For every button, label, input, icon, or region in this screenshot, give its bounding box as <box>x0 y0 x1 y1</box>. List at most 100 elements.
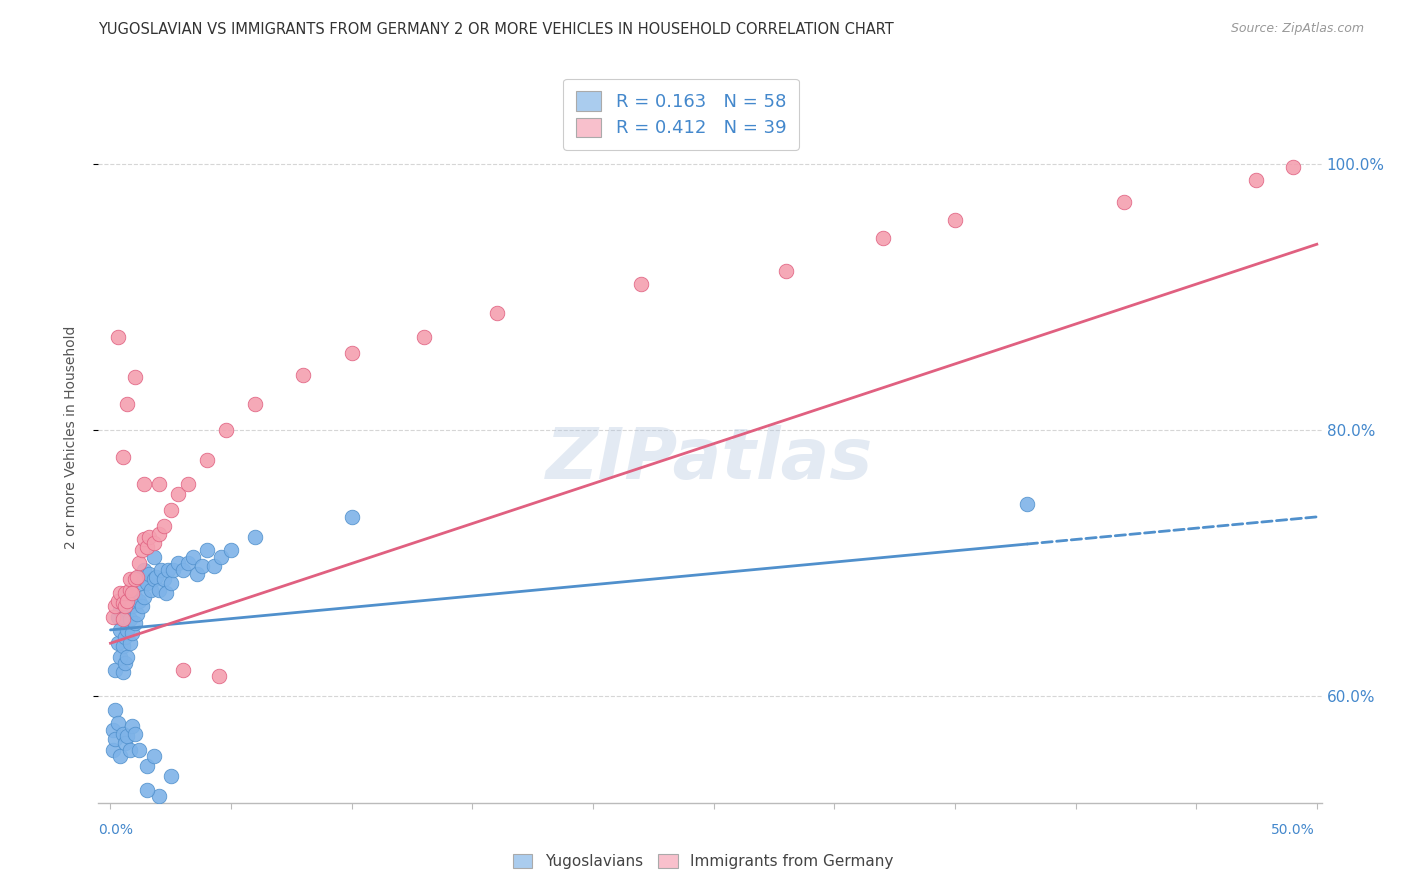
Point <box>943 213 966 227</box>
Point <box>292 368 315 382</box>
Point <box>176 557 198 571</box>
Point <box>114 630 136 644</box>
Point <box>124 616 146 631</box>
Point <box>181 549 204 564</box>
Point <box>148 527 170 541</box>
Point <box>134 476 156 491</box>
Point <box>117 397 139 411</box>
Point <box>167 557 190 571</box>
Point <box>101 742 124 756</box>
Point <box>118 636 141 650</box>
Point <box>117 585 139 599</box>
Point <box>1246 173 1268 187</box>
Point <box>142 749 165 764</box>
Text: YUGOSLAVIAN VS IMMIGRANTS FROM GERMANY 2 OR MORE VEHICLES IN HOUSEHOLD CORRELATI: YUGOSLAVIAN VS IMMIGRANTS FROM GERMANY 2… <box>98 22 894 37</box>
Point <box>108 623 131 637</box>
Point <box>775 264 797 278</box>
Point <box>176 476 198 491</box>
Point <box>138 567 160 582</box>
Point <box>1281 160 1303 174</box>
Point <box>111 450 134 464</box>
Point <box>138 530 160 544</box>
Text: 50.0%: 50.0% <box>1271 823 1315 837</box>
Point <box>131 543 153 558</box>
Point <box>131 576 153 591</box>
Point <box>219 543 242 558</box>
Point <box>107 593 129 607</box>
Point <box>124 370 146 384</box>
Point <box>108 603 131 617</box>
Point <box>485 306 508 320</box>
Point <box>118 582 141 597</box>
Point <box>114 736 136 750</box>
Point <box>118 573 141 587</box>
Point <box>195 452 218 467</box>
Point <box>208 669 231 683</box>
Point <box>121 599 143 613</box>
Point <box>872 230 894 244</box>
Point <box>186 567 208 582</box>
Point <box>124 590 146 604</box>
Point <box>111 609 134 624</box>
Point <box>117 593 139 607</box>
Point <box>245 397 267 411</box>
Point <box>108 649 131 664</box>
Point <box>157 563 180 577</box>
Point <box>148 789 170 804</box>
Point <box>121 719 143 733</box>
Point <box>630 277 652 292</box>
Point <box>211 549 233 564</box>
Point <box>118 742 141 756</box>
Point <box>191 559 214 574</box>
Point <box>125 570 148 584</box>
Point <box>141 582 163 597</box>
Point <box>104 703 127 717</box>
Point <box>159 503 181 517</box>
Point <box>340 509 363 524</box>
Point <box>142 536 165 550</box>
Point <box>145 570 167 584</box>
Point <box>107 330 129 344</box>
Point <box>172 563 194 577</box>
Point <box>111 596 134 610</box>
Text: 0.0%: 0.0% <box>98 823 134 837</box>
Point <box>107 609 129 624</box>
Y-axis label: 2 or more Vehicles in Household: 2 or more Vehicles in Household <box>63 326 77 549</box>
Point <box>107 636 129 650</box>
Point <box>142 573 165 587</box>
Point <box>245 530 267 544</box>
Point <box>117 623 139 637</box>
Point <box>142 549 165 564</box>
Point <box>131 599 153 613</box>
Point <box>135 782 157 797</box>
Point <box>135 541 157 555</box>
Point <box>114 656 136 670</box>
Point <box>152 519 174 533</box>
Point <box>152 573 174 587</box>
Point <box>135 758 157 772</box>
Legend: R = 0.163   N = 58, R = 0.412   N = 39: R = 0.163 N = 58, R = 0.412 N = 39 <box>564 78 799 150</box>
Point <box>111 665 134 680</box>
Point <box>128 742 150 756</box>
Legend: Yugoslavians, Immigrants from Germany: Yugoslavians, Immigrants from Germany <box>506 847 900 875</box>
Point <box>118 593 141 607</box>
Point <box>108 749 131 764</box>
Point <box>101 609 124 624</box>
Point <box>111 612 134 626</box>
Point <box>134 590 156 604</box>
Point <box>125 607 148 621</box>
Point <box>135 576 157 591</box>
Point <box>134 533 156 547</box>
Point <box>413 330 436 344</box>
Point <box>202 559 225 574</box>
Point <box>117 729 139 743</box>
Point <box>114 599 136 613</box>
Point <box>117 649 139 664</box>
Point <box>128 557 150 571</box>
Point <box>148 582 170 597</box>
Point <box>159 576 181 591</box>
Point <box>155 585 177 599</box>
Point <box>128 593 150 607</box>
Point <box>162 563 184 577</box>
Point <box>114 599 136 613</box>
